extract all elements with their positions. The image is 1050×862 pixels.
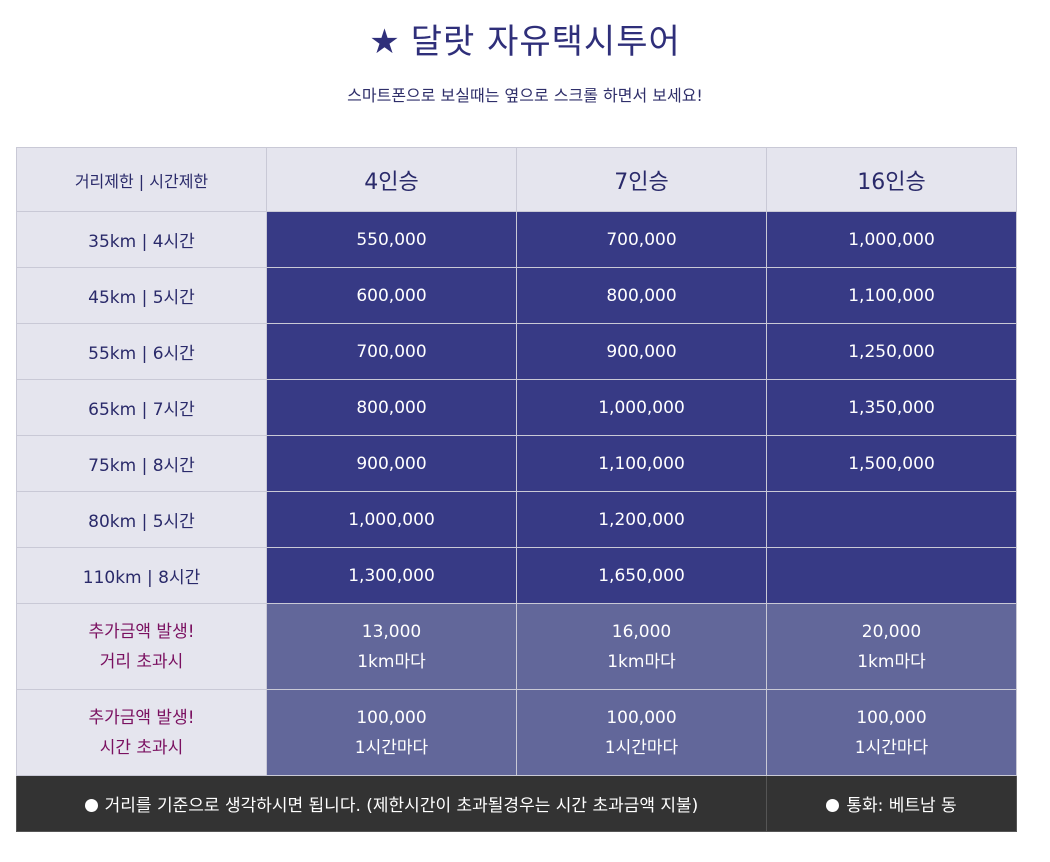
- price-cell: 1,300,000: [266, 547, 517, 604]
- title-text: 달랏 자유택시투어: [410, 22, 681, 62]
- table-row: 45km | 5시간 600,000 800,000 1,100,000: [16, 267, 1017, 324]
- row-label: 75km | 8시간: [16, 435, 267, 492]
- table-row: 80km | 5시간 1,000,000 1,200,000: [16, 491, 1017, 548]
- extra-label-line1: 추가금액 발생!: [88, 707, 195, 728]
- price-cell: 1,650,000: [516, 547, 767, 604]
- table-row: 35km | 4시간 550,000 700,000 1,000,000: [16, 211, 1017, 268]
- footer-currency-text: 통화: 베트남 동: [846, 796, 957, 816]
- extra-amount: 20,000: [861, 621, 922, 642]
- row-label: 65km | 7시간: [16, 379, 267, 436]
- footer-currency: 통화: 베트남 동: [766, 775, 1017, 832]
- vehicle-header-16: 16인승: [766, 147, 1017, 212]
- price-cell: 1,200,000: [516, 491, 767, 548]
- extra-unit: 1km마다: [357, 651, 426, 672]
- extra-unit: 1시간마다: [604, 737, 679, 758]
- price-cell: [766, 547, 1017, 604]
- table-header-row: 거리제한 | 시간제한 4인승 7인승 16인승: [16, 147, 1017, 212]
- extra-time-cell: 100,000 1시간마다: [516, 689, 767, 776]
- extra-label-line2: 시간 초과시: [99, 737, 184, 758]
- price-cell: 900,000: [266, 435, 517, 492]
- footer-row: 거리를 기준으로 생각하시면 됩니다. (제한시간이 초과될경우는 시간 초과금…: [16, 775, 1017, 832]
- price-cell: 1,000,000: [766, 211, 1017, 268]
- row-label: 80km | 5시간: [16, 491, 267, 548]
- footer-note-text: 거리를 기준으로 생각하시면 됩니다. (제한시간이 초과될경우는 시간 초과금…: [104, 796, 699, 816]
- bullet-icon: [84, 799, 98, 812]
- price-cell: 800,000: [266, 379, 517, 436]
- corner-header: 거리제한 | 시간제한: [16, 147, 267, 212]
- price-cell: [766, 491, 1017, 548]
- vehicle-header-7: 7인승: [516, 147, 767, 212]
- extra-distance-cell: 16,000 1km마다: [516, 603, 767, 690]
- extra-distance-row: 추가금액 발생! 거리 초과시 13,000 1km마다 16,000 1km마…: [16, 603, 1017, 690]
- table-row: 110km | 8시간 1,300,000 1,650,000: [16, 547, 1017, 604]
- price-cell: 800,000: [516, 267, 767, 324]
- price-cell: 600,000: [266, 267, 517, 324]
- extra-label-line1: 추가금액 발생!: [88, 621, 195, 642]
- row-label: 55km | 6시간: [16, 323, 267, 380]
- extra-amount: 16,000: [611, 621, 672, 642]
- extra-unit: 1시간마다: [354, 737, 429, 758]
- price-table: 거리제한 | 시간제한 4인승 7인승 16인승 35km | 4시간 550,…: [16, 147, 1017, 832]
- price-cell: 1,000,000: [266, 491, 517, 548]
- star-icon: ★: [369, 22, 401, 62]
- table-row: 75km | 8시간 900,000 1,100,000 1,500,000: [16, 435, 1017, 492]
- extra-unit: 1km마다: [857, 651, 926, 672]
- footer-note: 거리를 기준으로 생각하시면 됩니다. (제한시간이 초과될경우는 시간 초과금…: [16, 775, 767, 832]
- row-label: 45km | 5시간: [16, 267, 267, 324]
- extra-distance-label: 추가금액 발생! 거리 초과시: [16, 603, 267, 690]
- price-cell: 700,000: [516, 211, 767, 268]
- extra-unit: 1km마다: [607, 651, 676, 672]
- price-cell: 700,000: [266, 323, 517, 380]
- price-cell: 1,250,000: [766, 323, 1017, 380]
- extra-distance-cell: 20,000 1km마다: [766, 603, 1017, 690]
- extra-time-label: 추가금액 발생! 시간 초과시: [16, 689, 267, 776]
- price-cell: 1,100,000: [516, 435, 767, 492]
- price-cell: 1,350,000: [766, 379, 1017, 436]
- page-title: ★ 달랏 자유택시투어: [0, 14, 1050, 63]
- extra-time-row: 추가금액 발생! 시간 초과시 100,000 1시간마다 100,000 1시…: [16, 689, 1017, 776]
- extra-time-cell: 100,000 1시간마다: [766, 689, 1017, 776]
- vehicle-header-4: 4인승: [266, 147, 517, 212]
- price-cell: 900,000: [516, 323, 767, 380]
- extra-amount: 100,000: [606, 707, 677, 728]
- extra-amount: 100,000: [856, 707, 927, 728]
- page-subtitle: 스마트폰으로 보실때는 옆으로 스크롤 하면서 보세요!: [347, 86, 703, 105]
- price-cell: 1,100,000: [766, 267, 1017, 324]
- price-cell: 1,500,000: [766, 435, 1017, 492]
- bullet-icon: [826, 799, 840, 812]
- extra-amount: 13,000: [361, 621, 422, 642]
- extra-label-line2: 거리 초과시: [99, 651, 184, 672]
- extra-distance-cell: 13,000 1km마다: [266, 603, 517, 690]
- table-row: 55km | 6시간 700,000 900,000 1,250,000: [16, 323, 1017, 380]
- extra-amount: 100,000: [356, 707, 427, 728]
- extra-unit: 1시간마다: [854, 737, 929, 758]
- row-label: 35km | 4시간: [16, 211, 267, 268]
- price-cell: 550,000: [266, 211, 517, 268]
- extra-time-cell: 100,000 1시간마다: [266, 689, 517, 776]
- table-row: 65km | 7시간 800,000 1,000,000 1,350,000: [16, 379, 1017, 436]
- price-cell: 1,000,000: [516, 379, 767, 436]
- row-label: 110km | 8시간: [16, 547, 267, 604]
